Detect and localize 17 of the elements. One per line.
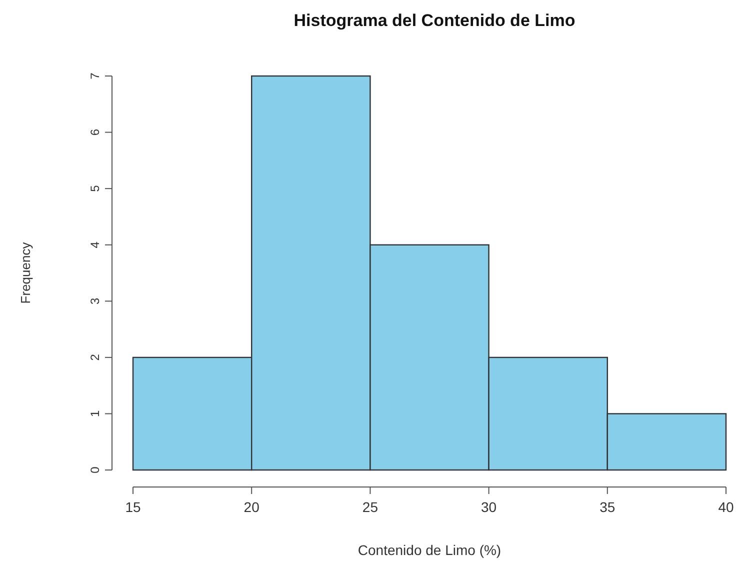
- x-axis-title: Contenido de Limo (%): [358, 542, 502, 558]
- x-tick-label: 40: [718, 499, 734, 515]
- y-tick-label: 3: [88, 297, 102, 304]
- x-tick-label: 20: [244, 499, 260, 515]
- x-tick-label: 15: [125, 499, 141, 515]
- x-tick-label: 35: [600, 499, 616, 515]
- y-tick-label: 4: [88, 241, 102, 248]
- y-tick-label: 7: [88, 72, 102, 80]
- y-axis-title: Frequency: [18, 242, 33, 304]
- x-tick-label: 30: [481, 499, 497, 515]
- y-tick-label: 1: [88, 410, 102, 418]
- chart-title: Histograma del Contenido de Limo: [294, 11, 576, 30]
- y-tick-label: 2: [88, 354, 102, 361]
- y-tick-label: 6: [88, 128, 102, 136]
- y-tick-label: 0: [88, 466, 102, 474]
- x-tick-label: 25: [362, 499, 378, 515]
- y-tick-label: 5: [88, 184, 102, 192]
